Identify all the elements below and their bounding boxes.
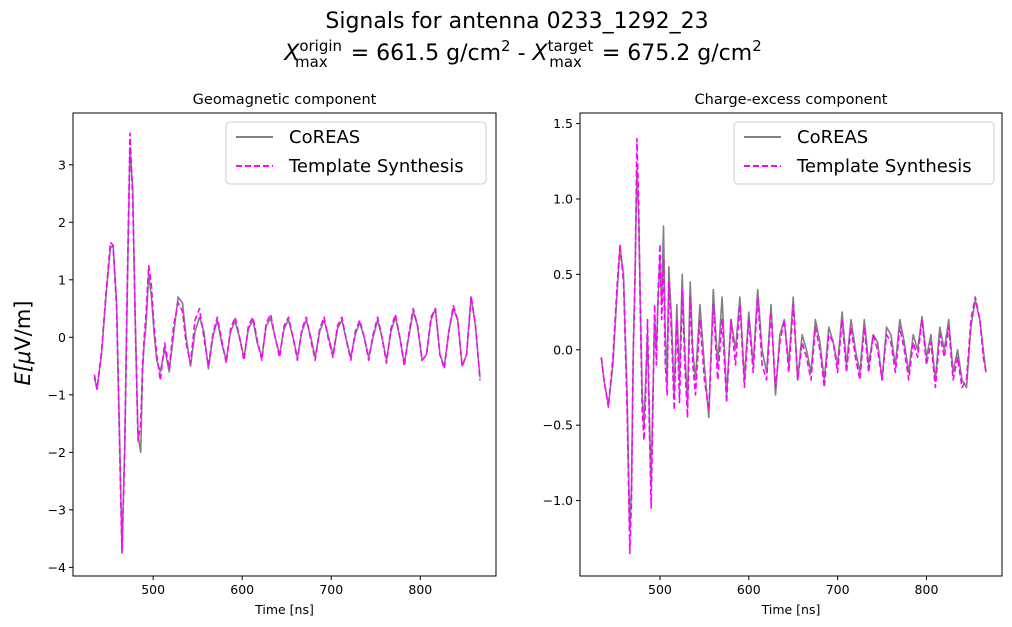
geomagnetic-ytick-label: −2 — [48, 445, 66, 460]
legend-frame — [733, 121, 995, 185]
geomagnetic-ytick-label: 0 — [58, 330, 66, 345]
charge-excess-title: Charge-excess component — [695, 92, 888, 108]
charge-excess-ytick-label: 1.0 — [553, 191, 573, 206]
xmax-value-origin: = 661.5 g/cm — [344, 41, 501, 66]
geomagnetic-axes-frame — [72, 112, 497, 577]
geomagnetic-xtick-label: 500 — [141, 582, 165, 597]
xmax-sub-target: max — [549, 53, 582, 71]
geomagnetic-xtick-label: 800 — [408, 582, 432, 597]
geomagnetic-xtick-label: 600 — [230, 582, 254, 597]
xmax-sub-origin: max — [295, 53, 328, 71]
geomagnetic-ytick-label: 2 — [58, 215, 66, 230]
legend-label-template: Template Synthesis — [796, 156, 972, 177]
figure-title: Signals for antenna 0233_1292_23 — [325, 9, 708, 34]
legend-frame — [225, 121, 487, 185]
geomagnetic-xtick-label: 700 — [319, 582, 343, 597]
legend-label-coreas: CoREAS — [289, 127, 360, 148]
charge-excess-xtick-label: 800 — [915, 582, 939, 597]
xmax-sup-origin: origin — [299, 37, 342, 55]
geomagnetic-ytick-label: −4 — [48, 560, 66, 575]
charge-excess-plot-area: 500 600 700 800 −1.0 −0.5 0.0 0.5 1.0 1.5 — [543, 112, 1003, 597]
title-separator: - — [511, 41, 533, 66]
geomagnetic-ytick-label: 1 — [58, 272, 66, 287]
geomagnetic-title: Geomagnetic component — [193, 92, 377, 108]
xmax-value-target: = 675.2 g/cm — [595, 41, 752, 66]
geomagnetic-panel: Geomagnetic component 500 600 700 800 −4 −3 −2… — [11, 92, 497, 617]
legend-label-coreas: CoREAS — [797, 127, 868, 148]
charge-excess-xlabel: Time [ns] — [761, 602, 821, 617]
geomagnetic-series-template-synthesis-line — [93, 132, 481, 554]
charge-excess-ytick-label: 1.5 — [553, 116, 573, 131]
charge-excess-ytick-label: −0.5 — [543, 418, 573, 433]
charge-excess-xtick-label: 600 — [737, 582, 761, 597]
xmax-exp-target: 2 — [752, 37, 762, 55]
geomagnetic-ylabel: E[μV/m] — [11, 301, 35, 386]
geomagnetic-ytick-label: −1 — [48, 387, 66, 402]
charge-excess-ytick-label: 0.5 — [553, 267, 573, 282]
charge-excess-ytick-label: 0.0 — [553, 342, 573, 357]
geomagnetic-plot-area: 500 600 700 800 −4 −3 −2 −1 0 1 2 3 — [48, 112, 497, 597]
xmax-sup-target: target — [548, 37, 594, 55]
charge-excess-series-template-synthesis-line — [600, 137, 987, 555]
xmax-symbol-target: X — [532, 41, 549, 66]
geomagnetic-ytick-label: 3 — [58, 157, 66, 172]
figure-subtitle: Xorigin max = 661.5 g/cm2 - Xtarget max = … — [283, 37, 762, 71]
geomagnetic-xlabel: Time [ns] — [254, 602, 314, 617]
charge-excess-axes-frame — [579, 112, 1003, 577]
charge-excess-panel: Charge-excess component 500 600 700 800 −1.0… — [543, 92, 1003, 617]
geomagnetic-ytick-label: −3 — [48, 502, 66, 517]
charge-excess-xtick-label: 700 — [826, 582, 850, 597]
xmax-exp-origin: 2 — [501, 37, 511, 55]
charge-excess-legend: CoREAS Template Synthesis — [733, 121, 995, 185]
charge-excess-ytick-label: −1.0 — [543, 493, 573, 508]
charge-excess-xtick-label: 500 — [648, 582, 672, 597]
xmax-symbol-origin: X — [283, 41, 300, 66]
geomagnetic-legend: CoREAS Template Synthesis — [225, 121, 487, 185]
legend-label-template: Template Synthesis — [288, 156, 464, 177]
